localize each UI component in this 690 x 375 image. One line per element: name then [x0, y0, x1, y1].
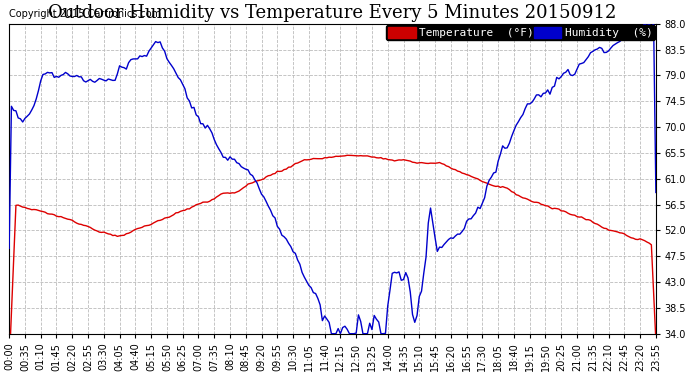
Title: Outdoor Humidity vs Temperature Every 5 Minutes 20150912: Outdoor Humidity vs Temperature Every 5 … — [48, 4, 617, 22]
Legend: Temperature  (°F), Humidity  (%): Temperature (°F), Humidity (%) — [386, 25, 655, 40]
Text: Copyright 2015 Cartronics.com: Copyright 2015 Cartronics.com — [9, 9, 161, 19]
